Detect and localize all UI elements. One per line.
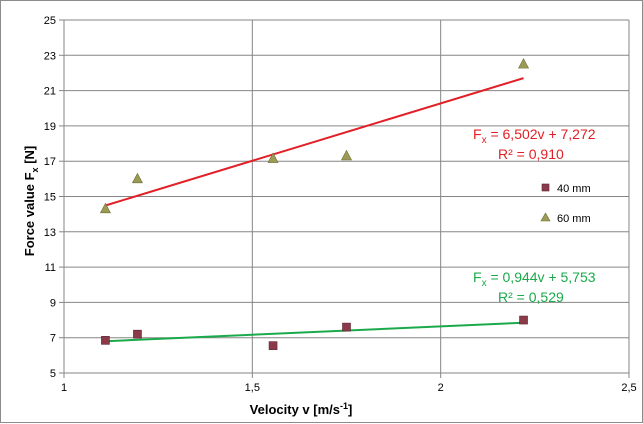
trendline-40mm — [105, 321, 524, 343]
legend-marker-40mm — [541, 183, 550, 192]
y-tick-label: 17 — [44, 156, 56, 168]
x-tick-label: 1 — [61, 382, 67, 394]
trendlines — [105, 77, 524, 343]
point-60mm — [131, 172, 143, 184]
point-40mm — [342, 322, 351, 332]
legend-label-40mm: 40 mm — [557, 183, 591, 195]
y-tick-label: 7 — [50, 333, 56, 345]
y-tick-label: 21 — [44, 86, 56, 98]
point-60mm — [99, 202, 111, 214]
x-tick-labels: 1 1,5 2 2,5 — [61, 382, 637, 394]
y-tick-labels: 5 7 9 11 13 15 17 19 21 23 25 — [44, 15, 56, 380]
r2-40mm: R² = 0,529 — [498, 289, 564, 305]
point-40mm — [101, 336, 110, 345]
point-60mm — [341, 149, 352, 161]
equation-40mm-line: Fx = 0,944v + 5,753 — [473, 269, 596, 289]
equation-60mm-line: Fx = 6,502v + 7,272 — [473, 126, 596, 146]
equation-40mm: Fx = 0,944v + 5,753 R² = 0,529 — [473, 269, 596, 305]
x-tick-label: 1,5 — [245, 382, 260, 394]
trendline-60mm — [105, 77, 524, 207]
x-axis-title: Velocity v [m/s-1] — [250, 401, 353, 417]
y-tick-label: 11 — [45, 262, 56, 274]
x-tick-label: 2 — [438, 382, 444, 394]
y-tick-label: 9 — [50, 297, 56, 309]
point-40mm — [268, 341, 278, 350]
legend-label-60mm: 60 mm — [557, 213, 591, 225]
legend: 40 mm 60 mm — [540, 183, 591, 225]
r2-60mm: R² = 0,910 — [498, 146, 564, 162]
point-40mm — [133, 329, 142, 339]
point-60mm — [267, 152, 279, 163]
y-tick-label: 19 — [44, 121, 56, 133]
y-tick-label: 13 — [44, 227, 56, 239]
data-points — [99, 57, 530, 350]
y-tick-label: 25 — [44, 15, 56, 27]
legend-marker-60mm — [540, 212, 551, 222]
y-tick-label: 23 — [44, 50, 56, 62]
y-axis-title: Force value Fx [N] — [22, 146, 40, 257]
y-tick-label: 5 — [50, 368, 56, 380]
point-60mm — [518, 57, 530, 69]
axes — [63, 20, 629, 374]
equation-60mm: Fx = 6,502v + 7,272 R² = 0,910 — [473, 126, 596, 162]
y-tick-label: 15 — [44, 192, 56, 204]
point-40mm — [519, 315, 528, 325]
x-tick-label: 2,5 — [621, 382, 636, 394]
